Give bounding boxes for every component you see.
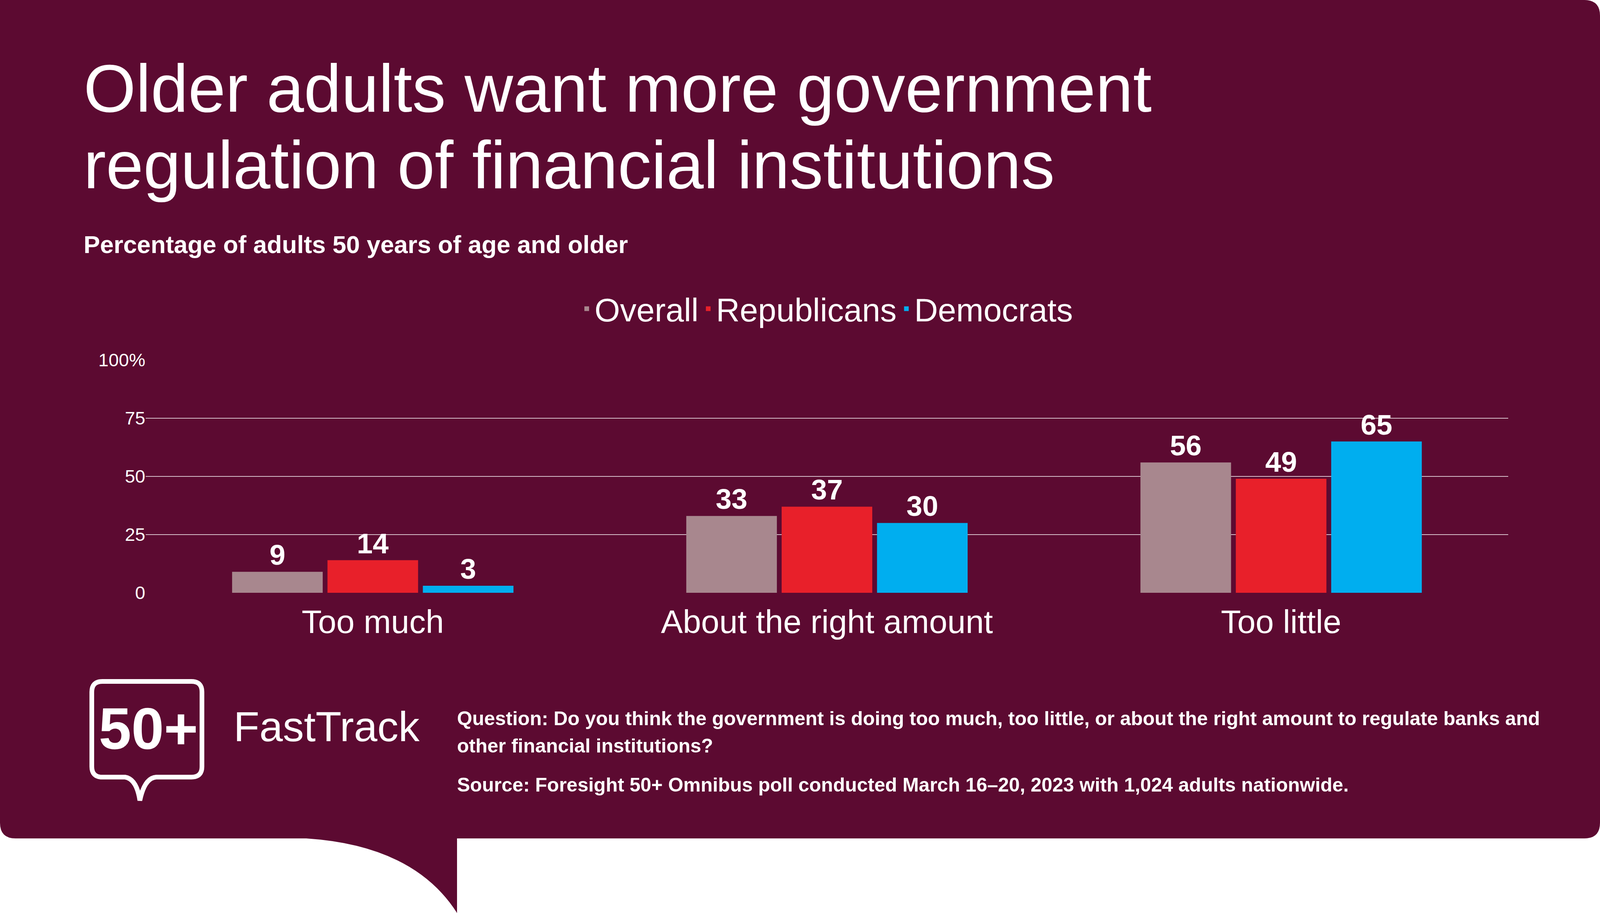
svg-text:About the right amount: About the right amount <box>660 603 993 641</box>
svg-text:Overall: Overall <box>594 291 699 329</box>
svg-text:75: 75 <box>125 407 146 429</box>
svg-text:Democrats: Democrats <box>914 291 1073 329</box>
svg-text:50+: 50+ <box>98 696 199 762</box>
html-text:Question: Do you think the gov: Question: Do you think the government is… <box>457 707 1540 758</box>
svg-text:3: 3 <box>460 553 477 585</box>
svg-text:50: 50 <box>125 466 146 487</box>
svg-text:65: 65 <box>1360 408 1393 441</box>
svg-text:56: 56 <box>1169 429 1202 462</box>
svg-text:0: 0 <box>135 582 146 604</box>
html-text:Source: Foresight 50+ Omnibus: Source: Foresight 50+ Omnibus poll condu… <box>457 774 1349 797</box>
svg-text:Too little: Too little <box>1221 603 1342 641</box>
svg-text:Republicans: Republicans <box>716 291 897 329</box>
svg-text:25: 25 <box>125 524 146 545</box>
html-text:Older adults want more governm: Older adults want more government regula… <box>83 50 1152 203</box>
svg-text:37: 37 <box>810 473 843 506</box>
svg-text:FastTrack: FastTrack <box>233 703 420 751</box>
svg-text:Too much: Too much <box>301 603 444 641</box>
svg-text:33: 33 <box>715 483 748 515</box>
html-text:Percentage of adults 50 years: Percentage of adults 50 years of age and… <box>83 230 628 259</box>
svg-text:9: 9 <box>269 539 286 571</box>
svg-text:49: 49 <box>1265 446 1297 478</box>
svg-text:14: 14 <box>357 527 390 560</box>
svg-text:100%: 100% <box>98 349 146 371</box>
svg-text:30: 30 <box>906 490 939 522</box>
